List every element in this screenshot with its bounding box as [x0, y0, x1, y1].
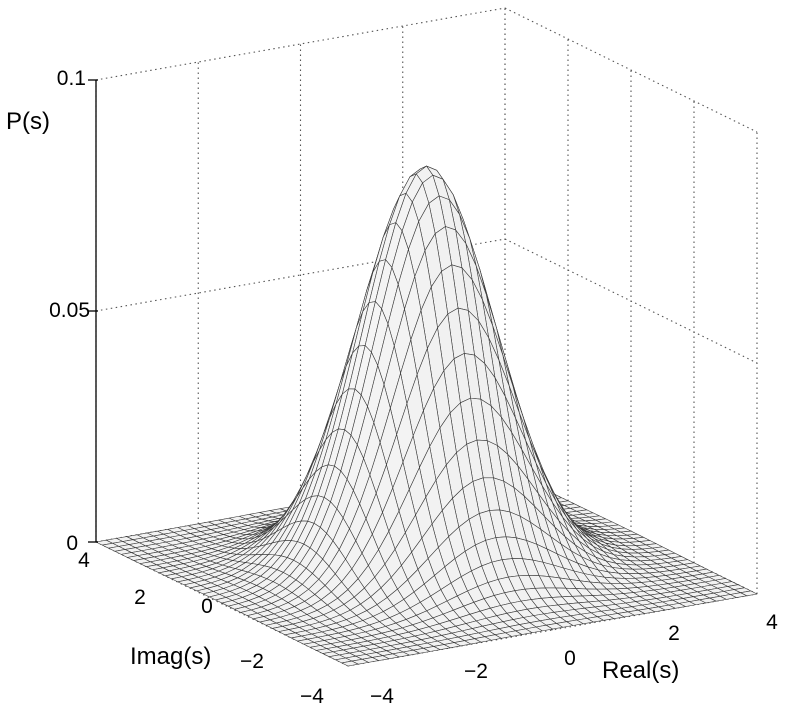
z-tick-label-2: 0.1: [57, 67, 86, 90]
back-wall-grid-z-2: [95, 7, 506, 81]
y-tick-label-0: 0: [201, 595, 213, 618]
x-axis-label: Real(s): [602, 657, 679, 684]
z-tick-label-0: 0: [66, 532, 78, 555]
side-wall-grid-z-2: [504, 7, 758, 133]
surface-patch: [341, 660, 359, 667]
y-tick-label-2: 2: [134, 586, 146, 609]
z-axis-label: P(s): [6, 108, 50, 135]
y-tick-label-minus4: −4: [300, 685, 324, 708]
z-tick-label-1: 0.05: [49, 299, 90, 322]
y-axis-label: Imag(s): [130, 643, 211, 670]
y-tick-label-minus2: −2: [240, 650, 264, 673]
y-tick-label-4: 4: [78, 549, 90, 572]
x-tick-label-minus2: −2: [464, 660, 488, 683]
x-tick-label-0: 0: [564, 647, 576, 670]
x-tick-label-4: 4: [766, 611, 778, 634]
surface-mesh: [95, 165, 758, 667]
x-tick-label-2: 2: [668, 622, 680, 645]
x-tick-label-minus4: −4: [370, 685, 394, 708]
tick-marks: [88, 79, 98, 543]
